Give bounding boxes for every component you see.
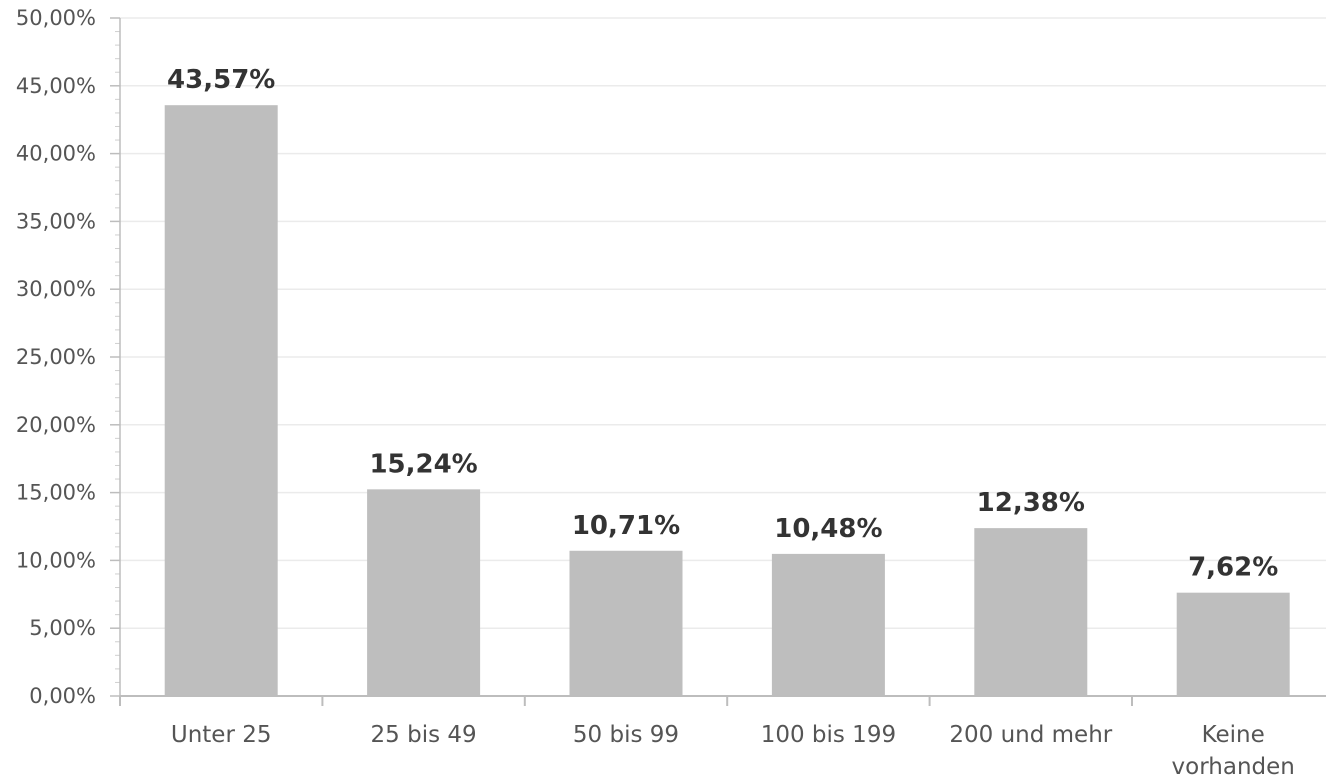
x-tick-label: Keine [1202, 722, 1265, 748]
x-tick-label: 50 bis 99 [573, 722, 679, 748]
bar [164, 105, 278, 697]
y-tick-label: 10,00% [16, 548, 96, 572]
gridlines [120, 17, 1326, 629]
data-label: 7,62% [1188, 553, 1278, 583]
y-tick-label: 20,00% [16, 413, 96, 437]
y-tick-label: 40,00% [16, 142, 96, 166]
y-tick-label: 35,00% [16, 209, 96, 233]
y-axis: 0,00% 5,00% 10,00% 15,00% 20,00% 25,00% 30,00%… [16, 6, 121, 708]
y-axis-minor-ticks [115, 31, 120, 683]
x-tick-label: vorhanden [1172, 754, 1295, 780]
bars [164, 105, 1290, 697]
bar [771, 553, 885, 696]
y-tick-label: 15,00% [16, 481, 96, 505]
x-tick-label: Unter 25 [171, 722, 272, 748]
x-tick-label: 200 und mehr [949, 722, 1112, 748]
data-label: 15,24% [369, 449, 477, 479]
bar [1176, 592, 1290, 696]
bar [367, 489, 481, 696]
data-label: 10,71% [572, 511, 680, 541]
y-tick-label: 0,00% [29, 684, 96, 708]
x-axis: Unter 25 25 bis 49 50 bis 99 100 bis 199 200… [119, 695, 1326, 780]
data-label: 10,48% [774, 514, 882, 544]
data-labels: 43,57% 15,24% 10,71% 10,48% 12,38% 7,62% [167, 65, 1278, 582]
bar [974, 528, 1088, 696]
y-tick-label: 45,00% [16, 74, 96, 98]
data-label: 12,38% [977, 488, 1085, 518]
y-tick-label: 30,00% [16, 277, 96, 301]
y-tick-label: 5,00% [29, 616, 96, 640]
x-tick-label: 25 bis 49 [371, 722, 477, 748]
y-tick-label: 50,00% [16, 6, 96, 30]
data-label: 43,57% [167, 65, 275, 95]
x-tick-label: 100 bis 199 [761, 722, 896, 748]
bar [569, 550, 683, 696]
y-tick-label: 25,00% [16, 345, 96, 369]
